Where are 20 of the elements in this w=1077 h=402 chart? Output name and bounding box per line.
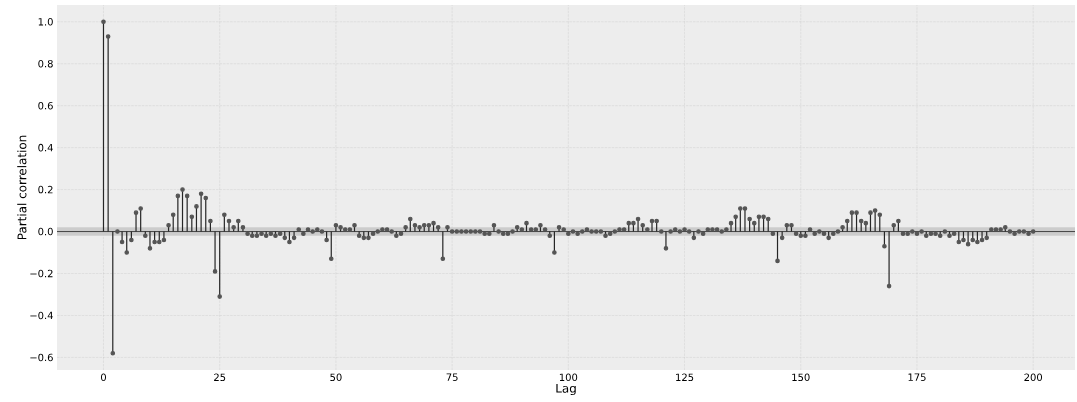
- y-tick-label: 0.0: [38, 227, 53, 236]
- x-tick-label: 200: [1024, 373, 1043, 382]
- y-tick-label: −0.4: [30, 311, 53, 320]
- y-tick-label: 0.6: [38, 101, 53, 110]
- x-tick-label: 50: [330, 373, 342, 382]
- y-tick-label: 1.0: [38, 18, 53, 26]
- x-tick-label: 125: [676, 373, 694, 382]
- y-tick-label: 0.4: [38, 143, 53, 152]
- x-tick-label: 175: [908, 373, 926, 381]
- x-tick-label: 75: [446, 373, 458, 381]
- x-tick-label: 150: [792, 373, 810, 382]
- y-tick-label: 0.2: [38, 185, 53, 194]
- x-tick-label: 0: [100, 373, 107, 382]
- x-axis-title: Lag: [556, 383, 576, 396]
- x-tick-label: 25: [214, 373, 226, 382]
- y-axis-title: Partial correlation: [17, 135, 27, 240]
- y-tick-label: 0.8: [38, 59, 53, 68]
- y-tick-label: −0.2: [30, 269, 53, 278]
- x-tick-label: 100: [559, 373, 578, 382]
- y-tick-label: −0.6: [30, 353, 53, 362]
